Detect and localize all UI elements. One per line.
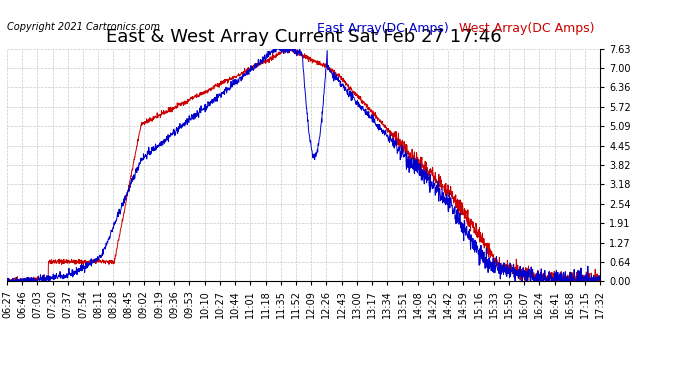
Text: Copyright 2021 Cartronics.com: Copyright 2021 Cartronics.com <box>7 22 160 33</box>
Title: East & West Array Current Sat Feb 27 17:46: East & West Array Current Sat Feb 27 17:… <box>106 28 502 46</box>
Legend: East Array(DC Amps), West Array(DC Amps): East Array(DC Amps), West Array(DC Amps) <box>317 22 594 36</box>
